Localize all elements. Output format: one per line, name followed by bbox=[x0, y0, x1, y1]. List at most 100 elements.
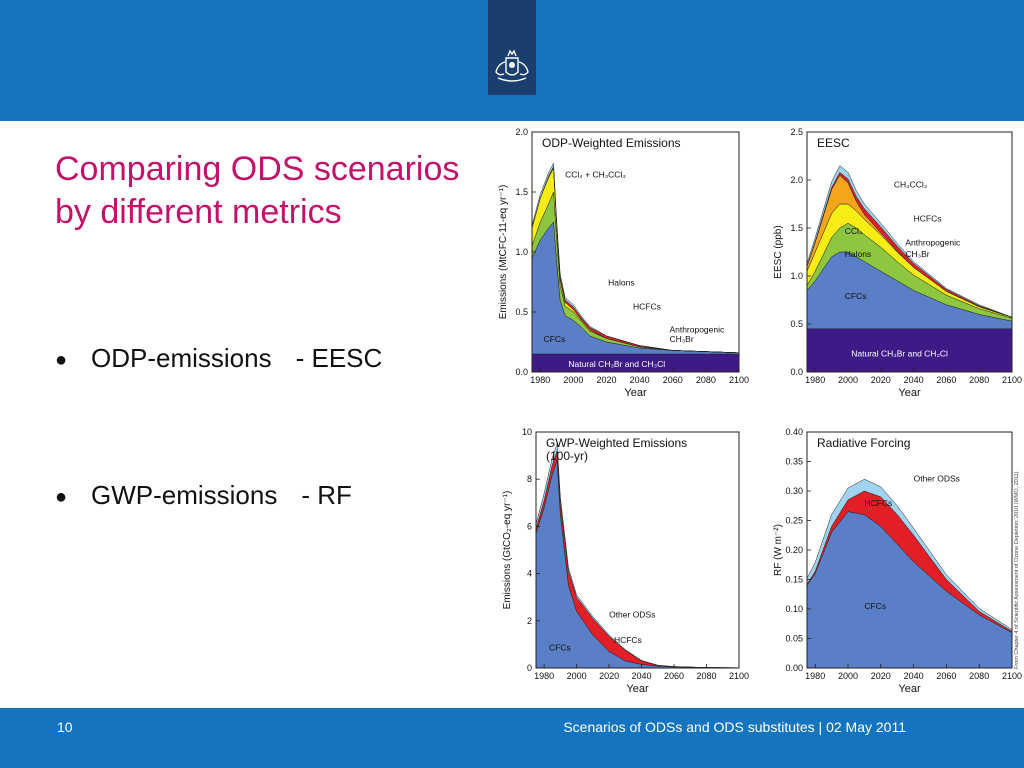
series-label: CFCs bbox=[549, 642, 571, 652]
x-tick-label: 2020 bbox=[871, 671, 891, 681]
x-tick-label: 2060 bbox=[936, 671, 956, 681]
y-tick-label: 6 bbox=[527, 521, 532, 531]
y-tick-label: 0.0 bbox=[790, 367, 803, 377]
y-tick-label: 0.20 bbox=[785, 545, 803, 555]
x-tick-label: 2100 bbox=[729, 671, 749, 681]
x-tick-label: 2060 bbox=[664, 671, 684, 681]
x-tick-label: 2080 bbox=[969, 671, 989, 681]
bullet-right-text: - RF bbox=[301, 480, 352, 510]
x-tick-label: 2040 bbox=[904, 375, 924, 385]
x-tick-label: 2020 bbox=[599, 671, 619, 681]
series-label: Other ODSs bbox=[914, 474, 960, 484]
x-axis-label: Year bbox=[626, 683, 649, 695]
x-tick-label: 2100 bbox=[729, 375, 749, 385]
y-tick-label: 0 bbox=[527, 663, 532, 673]
bullet-dot-icon: ● bbox=[55, 348, 68, 371]
y-axis-label: Emissions (MtCFC-11-eq yr⁻¹) bbox=[498, 185, 509, 320]
slide-title: Comparing ODS scenarios by different met… bbox=[55, 150, 460, 231]
x-tick-label: 2040 bbox=[904, 671, 924, 681]
x-tick-label: 2060 bbox=[663, 375, 683, 385]
y-tick-label: 1.0 bbox=[790, 271, 803, 281]
series-label: Halons bbox=[608, 278, 634, 288]
x-tick-label: 2000 bbox=[567, 671, 587, 681]
y-tick-label: 0.10 bbox=[785, 604, 803, 614]
chart-odp-emissions: 1980 2000 2020 2040 2060 2080 2100 0.0 0.5 1.0 1.5… bbox=[498, 127, 749, 399]
y-tick-label: 10 bbox=[522, 427, 532, 437]
chart-eesc: 1980 2000 2020 2040 2060 2080 2100 0.0 0.5 1.0 1.5… bbox=[773, 127, 1022, 399]
x-tick-label: 2040 bbox=[630, 375, 650, 385]
x-tick-label: 2000 bbox=[838, 671, 858, 681]
plot-frame bbox=[806, 131, 1013, 373]
y-tick-label: 8 bbox=[527, 474, 532, 484]
x-tick-label: 1980 bbox=[805, 671, 825, 681]
series-label: Halons bbox=[845, 249, 871, 259]
series-label: CH₃Br bbox=[905, 249, 929, 259]
series-label: Natural CH₃Br and CH₃Cl bbox=[851, 349, 948, 359]
y-tick-label: 2.0 bbox=[790, 175, 803, 185]
bullet-gwp: ● GWP-emissions - RF bbox=[55, 480, 352, 511]
x-tick-label: 2100 bbox=[1002, 671, 1022, 681]
x-tick-label: 2000 bbox=[563, 375, 583, 385]
series-label: Anthropogenic bbox=[905, 237, 961, 247]
source-note: From Chapter 4 of Scientific Assessment … bbox=[1014, 470, 1020, 669]
x-tick-label: 2020 bbox=[597, 375, 617, 385]
chart-radiative-forcing: 1980 2000 2020 2040 2060 2080 2100 0.00 0.05 0.10… bbox=[773, 427, 1022, 695]
y-tick-label: 0.40 bbox=[785, 427, 803, 437]
series-label: HCFCs bbox=[614, 635, 642, 645]
x-axis-label: Year bbox=[898, 387, 921, 399]
series-label: CFCs bbox=[864, 601, 886, 611]
y-tick-label: 0.30 bbox=[785, 486, 803, 496]
y-tick-label: 1.5 bbox=[515, 187, 528, 197]
chart-figure: 1980 2000 2020 2040 2060 2080 21000.00.51.01.5… bbox=[498, 127, 1022, 695]
bullet-left-text: ODP-emissions bbox=[91, 343, 272, 373]
x-tick-label: 2080 bbox=[969, 375, 989, 385]
y-tick-label: 2.5 bbox=[790, 127, 803, 137]
x-tick-label: 2020 bbox=[871, 375, 891, 385]
y-tick-label: 2.0 bbox=[515, 127, 528, 137]
chart-gwp-emissions: 1980 2000 2020 2040 2060 2080 2100 0 2 4 6 8 10 Year E… bbox=[502, 427, 749, 695]
x-tick-label: 1980 bbox=[530, 375, 550, 385]
series-label: CFCs bbox=[544, 334, 566, 344]
plot-frame bbox=[535, 431, 740, 669]
y-tick-label: 0.15 bbox=[785, 575, 803, 585]
series-label: HCFCs bbox=[914, 213, 942, 223]
series-label: HCFCs bbox=[864, 498, 892, 508]
series-label: CH₃CCl₃ bbox=[894, 180, 927, 190]
chart-title: Radiative Forcing bbox=[817, 436, 910, 450]
x-tick-label: 2000 bbox=[838, 375, 858, 385]
y-tick-label: 1.5 bbox=[790, 223, 803, 233]
area-series bbox=[531, 162, 740, 354]
y-axis-label: RF (W m⁻²) bbox=[773, 524, 784, 576]
x-tick-label: 2060 bbox=[936, 375, 956, 385]
bullet-dot-icon: ● bbox=[55, 485, 68, 508]
x-tick-label: 2100 bbox=[1002, 375, 1022, 385]
series-label: Natural CH₃Br and CH₃Cl bbox=[568, 359, 665, 369]
y-tick-label: 0.0 bbox=[515, 367, 528, 377]
x-tick-label: 2080 bbox=[696, 375, 716, 385]
x-axis-label: Year bbox=[624, 387, 647, 399]
y-tick-label: 2 bbox=[527, 616, 532, 626]
y-tick-label: 4 bbox=[527, 569, 532, 579]
series-label: CCl₄ + CH₃CCl₃ bbox=[565, 170, 626, 180]
coat-of-arms-icon bbox=[495, 49, 529, 82]
x-tick-label: 1980 bbox=[534, 671, 554, 681]
x-tick-label: 1980 bbox=[805, 375, 825, 385]
bullet-right-text: - EESC bbox=[295, 343, 383, 373]
series-label: HCFCs bbox=[633, 302, 661, 312]
area-series bbox=[806, 165, 1013, 318]
footer-text: Scenarios of ODSs and ODS substitutes | … bbox=[563, 719, 906, 735]
series-label: CCl₄ bbox=[845, 226, 863, 236]
page-number: 10 bbox=[57, 719, 73, 735]
y-axis-label: Emissions (GtCO₂-eq yr⁻¹) bbox=[502, 491, 513, 610]
logo-tab bbox=[488, 0, 536, 95]
series-label: Anthropogenic bbox=[669, 324, 725, 334]
series-label: CH₃Br bbox=[669, 334, 693, 344]
y-tick-label: 0.5 bbox=[790, 319, 803, 329]
y-tick-label: 0.25 bbox=[785, 516, 803, 526]
bullet-odp: ● ODP-emissions - EESC bbox=[55, 343, 382, 374]
y-tick-label: 0.5 bbox=[515, 307, 528, 317]
bullet-left-text: GWP-emissions bbox=[91, 480, 278, 510]
series-label: Other ODSs bbox=[609, 609, 655, 619]
footer-bar bbox=[0, 708, 1024, 768]
chart-title: (100-yr) bbox=[546, 449, 588, 463]
